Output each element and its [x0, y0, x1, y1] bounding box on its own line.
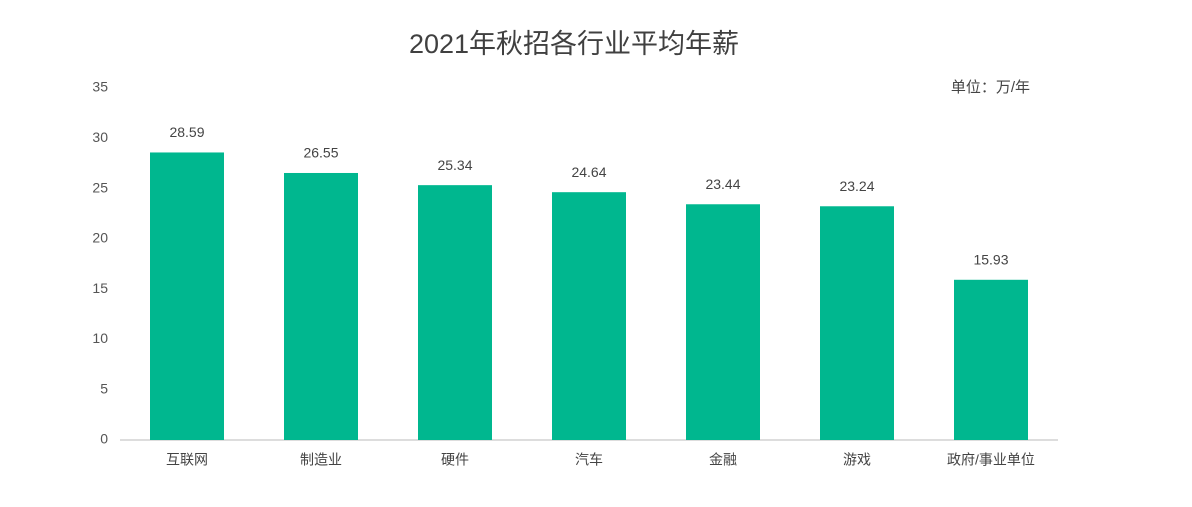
bar	[954, 279, 1028, 440]
x-tick-label: 金融	[709, 452, 737, 468]
x-tick-label: 汽车	[575, 452, 603, 468]
x-tick-label: 政府/事业单位	[947, 452, 1035, 468]
y-tick-label: 10	[92, 330, 108, 346]
bar	[418, 185, 492, 440]
y-tick-label: 15	[92, 280, 108, 296]
value-label: 24.64	[571, 164, 606, 180]
bar	[686, 204, 760, 440]
y-tick-label: 25	[92, 179, 108, 195]
chart-title: 2021年秋招各行业平均年薪	[409, 29, 739, 59]
bar	[150, 152, 224, 440]
value-label: 28.59	[169, 124, 204, 140]
bar	[820, 206, 894, 440]
y-tick-label: 5	[100, 380, 108, 396]
x-tick-label: 硬件	[441, 452, 469, 468]
x-tick-label: 游戏	[843, 452, 871, 468]
value-label: 25.34	[437, 157, 472, 173]
value-label: 26.55	[303, 145, 338, 161]
value-label: 15.93	[973, 251, 1008, 267]
y-tick-label: 35	[92, 79, 108, 95]
bar	[552, 192, 626, 440]
x-tick-label: 制造业	[300, 452, 342, 468]
unit-annotation: 单位：万/年	[951, 79, 1030, 96]
value-label: 23.24	[839, 178, 874, 194]
value-label: 23.44	[705, 176, 740, 192]
y-tick-label: 0	[100, 431, 108, 447]
y-tick-label: 30	[92, 129, 108, 145]
x-tick-label: 互联网	[166, 452, 208, 468]
y-tick-label: 20	[92, 230, 108, 246]
bar	[284, 172, 358, 441]
